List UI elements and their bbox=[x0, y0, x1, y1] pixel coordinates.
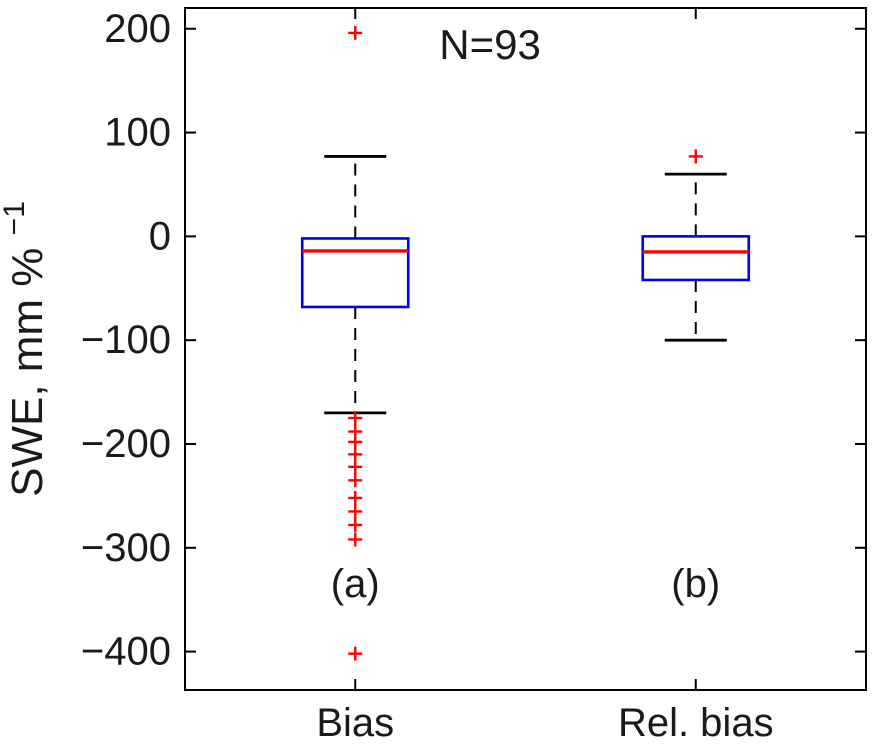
y-axis: 200 100 0 −100 −200 −300 −400 bbox=[81, 7, 866, 674]
box-series-1: (a) bbox=[300, 25, 410, 661]
y-tick-label: 0 bbox=[149, 214, 171, 258]
y-tick-label: 200 bbox=[104, 7, 171, 51]
outlier-marker bbox=[348, 532, 363, 547]
outlier-marker bbox=[348, 473, 363, 488]
sample-size-annotation: N=93 bbox=[439, 21, 541, 68]
panel-label-2: (b) bbox=[671, 562, 720, 606]
outlier-marker bbox=[348, 504, 363, 519]
x-tick-label: Rel. bias bbox=[618, 701, 774, 745]
y-tick-label: −400 bbox=[81, 630, 171, 674]
outlier-marker bbox=[348, 646, 363, 661]
plot-border bbox=[184, 7, 867, 691]
outlier-marker bbox=[348, 517, 363, 532]
panel-label-1: (a) bbox=[331, 562, 380, 606]
outlier-marker bbox=[348, 411, 363, 426]
box-series-2: (b) bbox=[641, 149, 751, 606]
y-tick-label: −200 bbox=[81, 422, 171, 466]
iqr-box bbox=[300, 237, 410, 309]
y-tick-label: −300 bbox=[81, 526, 171, 570]
outlier-marker bbox=[348, 25, 363, 40]
y-tick-label: −100 bbox=[81, 318, 171, 362]
outlier-marker bbox=[348, 434, 363, 449]
outlier-marker bbox=[348, 490, 363, 505]
outlier-marker bbox=[348, 447, 363, 462]
x-tick-label: Bias bbox=[316, 701, 394, 745]
y-axis-label: SWE, mm % −1 bbox=[0, 201, 52, 497]
y-tick-label: 100 bbox=[104, 111, 171, 155]
outlier-marker bbox=[348, 459, 363, 474]
x-axis: Bias Rel. bias bbox=[316, 8, 774, 745]
iqr-box bbox=[641, 235, 751, 282]
outlier-marker bbox=[688, 149, 703, 164]
